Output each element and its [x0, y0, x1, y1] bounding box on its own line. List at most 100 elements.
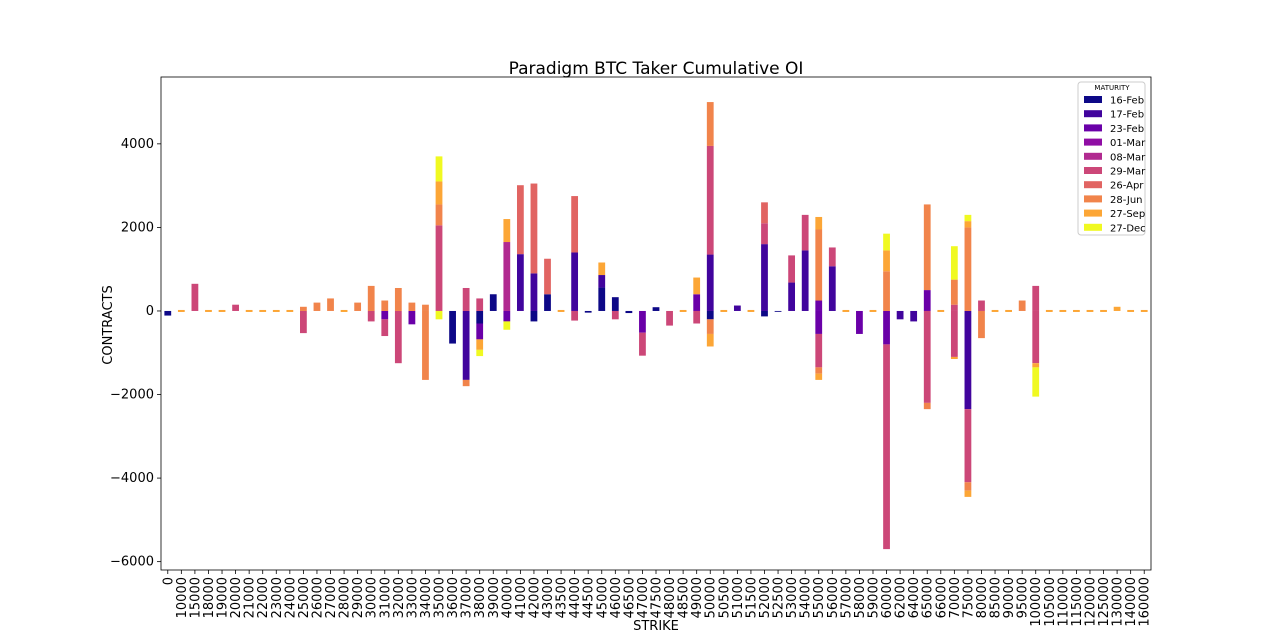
zero-mark-51500 — [747, 309, 755, 312]
x-tick-label: 64000 — [907, 577, 922, 618]
bar-28-Jun-33000-pos — [408, 302, 416, 311]
legend-swatch-08-Mar — [1084, 152, 1102, 160]
bar-28-Jun-32000-pos — [394, 287, 402, 311]
bar-23-Feb-58000-neg — [856, 310, 863, 334]
bar-29-Mar-52000-pos — [761, 223, 768, 245]
zero-mark-115000 — [1073, 309, 1080, 312]
zero-mark-28000 — [340, 309, 348, 312]
bar-16-Feb-47500-pos — [652, 307, 660, 311]
bar-27-Sep-75000-pos — [964, 221, 972, 228]
zero-mark-59000 — [869, 309, 877, 312]
zero-mark-110000 — [1059, 309, 1067, 312]
bar-29-Mar-80000-pos — [978, 300, 985, 311]
x-tick-label: 52000 — [758, 577, 773, 618]
x-tick-label: 19000 — [216, 577, 231, 618]
x-tick-label: 22000 — [256, 577, 271, 618]
bar-27-Sep-50000-neg — [706, 333, 714, 347]
zero-mark-21000 — [245, 309, 253, 312]
bar-23-Feb-47000-neg — [639, 310, 646, 333]
legend-swatch-17-Feb — [1084, 110, 1102, 118]
legend-label-01-Mar: 01-Mar — [1110, 138, 1146, 149]
bar-27-Dec-70000-pos — [950, 246, 958, 280]
bar-27-Sep-60000-pos — [883, 250, 890, 272]
bar-17-Feb-37000-neg — [462, 310, 470, 380]
legend-label-26-Apr: 26-Apr — [1110, 181, 1144, 192]
bars-layer — [164, 102, 1121, 550]
bar-28-Jun-50000-pos — [706, 102, 714, 146]
bar-27-Dec-60000-pos — [883, 233, 890, 251]
bar-16-Feb-43000-pos — [544, 294, 551, 311]
bar-26-Apr-52000-pos — [761, 202, 768, 224]
series-08-Mar — [503, 242, 511, 311]
zero-mark-57000 — [842, 309, 850, 312]
bar-28-Jun-65000-neg — [923, 402, 931, 410]
bar-28-Jun-31000-pos — [381, 300, 389, 311]
bar-27-Sep-49000-pos — [693, 277, 701, 295]
legend-items: 16-Feb 17-Feb 23-Feb 01-Mar 08-Mar 29-Mar 26-A… — [1084, 96, 1146, 234]
x-tick-label: 50000 — [704, 577, 719, 618]
series-28-Jun — [300, 102, 1026, 491]
series-17-Feb — [462, 244, 972, 410]
x-tick-label: 100000 — [1029, 577, 1044, 627]
x-tick-label: 75000 — [961, 577, 976, 618]
bar-16-Feb-44500-neg — [584, 310, 592, 313]
series-16-Feb — [164, 287, 782, 344]
bar-23-Feb-33000-neg — [408, 310, 416, 325]
x-tick-label: 37000 — [460, 577, 475, 618]
bar-16-Feb-50000-neg — [706, 310, 714, 320]
bar-17-Feb-51000-pos — [733, 305, 741, 311]
zero-mark-43500 — [557, 309, 565, 312]
x-tick-label: 49000 — [690, 577, 705, 618]
legend-swatch-23-Feb — [1084, 124, 1102, 132]
x-tick-label: 10000 — [175, 577, 190, 618]
x-tick-label: 32000 — [392, 577, 407, 618]
bar-28-Jun-75000-pos — [964, 227, 972, 311]
bar-29-Mar-49000-neg — [693, 310, 701, 324]
zero-mark-23000 — [272, 309, 280, 312]
x-tick-label: 35000 — [433, 577, 448, 618]
x-tick-label: 25000 — [297, 577, 312, 618]
bar-16-Feb-38000-neg — [476, 310, 484, 324]
x-tick-label: 70000 — [948, 577, 963, 618]
bar-27-Sep-75000-neg — [964, 490, 972, 497]
zero-line-layer — [177, 309, 1148, 312]
bar-23-Feb-60000-neg — [883, 310, 890, 345]
x-tick-label: 52500 — [772, 577, 787, 618]
bar-28-Jun-30000-pos — [367, 285, 375, 311]
bar-27-Sep-35000-pos — [435, 181, 443, 205]
bar-28-Jun-55000-neg — [815, 367, 823, 374]
legend: MATURITY 16-Feb 17-Feb 23-Feb 01-Mar 08-Mar 2… — [1077, 81, 1146, 236]
legend-label-16-Feb: 16-Feb — [1110, 96, 1144, 107]
legend-swatch-29-Mar — [1084, 167, 1102, 174]
y-axis-label: CONTRACTS — [101, 285, 116, 364]
bar-27-Dec-35000-pos — [435, 156, 443, 182]
bar-23-Feb-55000-neg — [815, 310, 823, 334]
bar-28-Jun-37000-neg — [462, 379, 470, 387]
bar-27-Sep-100000-neg — [1032, 363, 1040, 368]
x-tick-label: 65000 — [921, 577, 936, 618]
x-tick-label: 21000 — [243, 577, 258, 618]
bar-17-Feb-64000-neg — [910, 310, 918, 322]
legend-label-27-Sep: 27-Sep — [1110, 209, 1145, 220]
zero-mark-90000 — [1005, 309, 1012, 312]
x-tick-label: 130000 — [1111, 577, 1126, 627]
zero-mark-10000 — [177, 309, 185, 312]
bar-27-Sep-70000-neg — [950, 356, 958, 360]
x-tick-label: 105000 — [1043, 577, 1058, 627]
legend-swatch-28-Jun — [1084, 195, 1102, 203]
x-tick-label: 39000 — [487, 577, 502, 618]
x-tick-label: 56000 — [826, 577, 841, 618]
series-27-Dec — [435, 156, 1040, 397]
legend-title: MATURITY — [1094, 84, 1130, 92]
zero-mark-19000 — [218, 309, 226, 312]
x-tick-label: 42000 — [527, 577, 542, 618]
legend-label-29-Mar: 29-Mar — [1110, 167, 1146, 178]
series-29-Mar — [191, 145, 1040, 550]
bar-17-Feb-41000-pos — [516, 254, 524, 311]
bar-23-Feb-38000-neg — [476, 323, 484, 340]
bar-16-Feb-39000-pos — [489, 294, 497, 311]
x-tick-label: 55000 — [812, 577, 827, 618]
x-tick-label: 44000 — [568, 577, 583, 618]
bar-23-Feb-49000-pos — [693, 294, 701, 311]
bar-16-Feb-36000-neg — [449, 310, 456, 344]
